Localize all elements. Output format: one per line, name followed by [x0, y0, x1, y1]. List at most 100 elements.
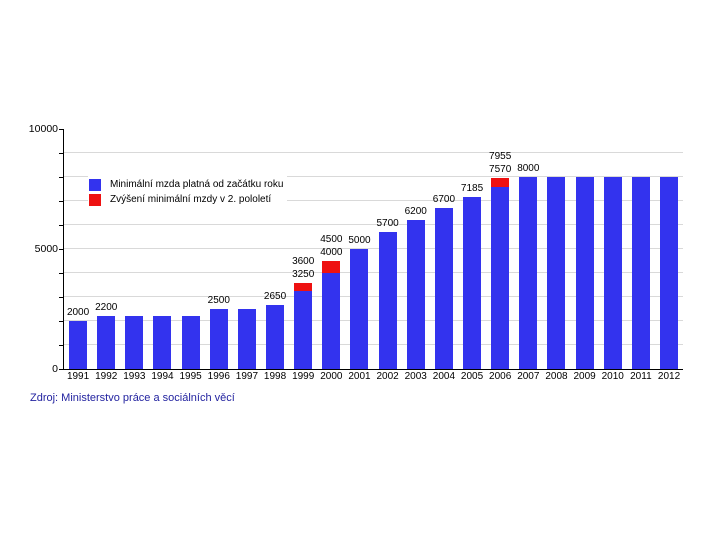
bar-value-label: 7185	[460, 182, 484, 194]
bar-slot-2006: 7955 7570	[486, 129, 514, 369]
bar-segment-base	[350, 249, 369, 369]
bar-slot-2012	[655, 129, 683, 369]
x-axis-label-2007: 2007	[517, 371, 540, 382]
bar-segment-increase	[491, 178, 510, 188]
gridline	[64, 344, 683, 345]
x-axis-label-2001: 2001	[348, 371, 371, 382]
x-axis-label-1994: 1994	[151, 371, 174, 382]
y-axis-tick	[59, 273, 63, 274]
x-axis-label-2008: 2008	[545, 371, 568, 382]
bars-container: 2000 2200 2500 2650 3600 3250 4500 4000 5000 5700…	[64, 129, 683, 369]
x-axis-label-2006: 2006	[489, 371, 512, 382]
y-axis-tick	[59, 177, 63, 178]
bar-2012	[660, 177, 679, 369]
bar-1996	[209, 309, 228, 369]
bar-segment-base	[125, 316, 144, 369]
gridline	[64, 176, 683, 177]
bar-1994	[153, 316, 172, 369]
y-axis-tick	[59, 369, 63, 370]
bar-2003	[406, 220, 425, 369]
bar-segment-base	[97, 316, 116, 369]
bar-slot-2005: 7185	[458, 129, 486, 369]
bar-segment-base	[181, 316, 200, 369]
bar-value-label: 5000	[348, 235, 371, 246]
gridline	[64, 152, 683, 153]
x-axis-label-2011: 2011	[630, 371, 652, 382]
bar-slot-1998: 2650	[261, 129, 289, 369]
bar-slot-2003: 6200	[402, 129, 430, 369]
bar-segment-base	[660, 177, 679, 369]
bar-slot-1993	[120, 129, 148, 369]
bar-2007	[519, 177, 538, 369]
bar-segment-base	[69, 321, 88, 369]
y-axis-tick	[59, 153, 63, 154]
bar-segment-base	[322, 273, 341, 369]
bar-segment-base	[406, 220, 425, 369]
bar-1993	[125, 316, 144, 369]
legend-label-midyear-increase: Zvýšení minimální mzdy v 2. pololetí	[110, 194, 272, 205]
bar-value-label: 7570	[489, 164, 512, 176]
bar-2000	[322, 261, 341, 369]
bar-slot-1996: 2500	[205, 129, 233, 369]
bar-value-label: 2650	[263, 291, 287, 303]
x-axis-labels: 1991 1992 1993 1994 1995 1996 1997 1998 1999 2000…	[64, 371, 683, 382]
bar-segment-base	[631, 177, 650, 369]
gridline	[64, 272, 683, 273]
bar-segment-base	[294, 291, 313, 369]
gridline	[64, 320, 683, 321]
gridline	[64, 248, 683, 249]
legend-item-midyear-increase: Zvýšení minimální mzdy v 2. pololetí	[89, 192, 283, 207]
bar-segment-base	[575, 177, 594, 369]
bar-segment-increase	[322, 261, 341, 273]
bar-2004	[434, 208, 453, 369]
legend: Minimální mzda platná od začátku roku Zv…	[88, 176, 288, 208]
y-axis-tick	[59, 129, 63, 130]
x-axis-label-2009: 2009	[573, 371, 596, 382]
x-axis-label-2002: 2002	[376, 371, 399, 382]
bar-segment-base	[266, 305, 285, 369]
y-axis-tick	[59, 297, 63, 298]
bar-slot-2011	[627, 129, 655, 369]
bar-segment-base	[378, 232, 397, 369]
x-axis-label-1996: 1996	[207, 371, 230, 382]
bar-1998	[266, 305, 285, 369]
bar-2001	[350, 249, 369, 369]
bar-segment-base	[491, 187, 510, 369]
bar-2008	[547, 177, 566, 369]
legend-swatch-red	[89, 193, 101, 206]
bar-slot-2007: 8000	[514, 129, 542, 369]
x-axis-label-1993: 1993	[123, 371, 146, 382]
bar-value-label: 6700	[432, 194, 456, 206]
y-axis-tick	[59, 225, 63, 226]
bar-value-label: 2500	[207, 295, 230, 306]
bar-slot-2009	[571, 129, 599, 369]
y-axis-tick	[59, 249, 63, 250]
x-axis-label-2000: 2000	[320, 371, 343, 382]
bar-value-label: 4500	[320, 234, 343, 245]
bar-value-label: 2200	[95, 302, 118, 314]
bar-1995	[181, 316, 200, 369]
bar-1997	[237, 309, 256, 369]
bar-value-label: 6200	[404, 206, 427, 218]
bar-value-label: 3600	[292, 255, 315, 267]
bar-slot-2000: 4500 4000	[317, 129, 345, 369]
bar-1992	[97, 316, 116, 369]
x-axis-label-2003: 2003	[404, 371, 427, 382]
bar-segment-base	[209, 309, 228, 369]
bar-segment-base	[153, 316, 172, 369]
bar-segment-base	[519, 177, 538, 369]
source-note: Zdroj: Ministerstvo práce a sociálních v…	[30, 392, 235, 404]
bar-segment-base	[463, 196, 482, 369]
bar-value-label: 8000	[517, 163, 540, 174]
bar-2005	[463, 196, 482, 369]
x-axis-label-2012: 2012	[657, 371, 681, 382]
x-axis-label-2005: 2005	[460, 371, 484, 382]
legend-item-base-wage: Minimální mzda platná od začátku roku	[89, 177, 283, 192]
y-axis-label: 5000	[34, 243, 58, 255]
bar-slot-2010	[599, 129, 627, 369]
bar-value-label: 5700	[376, 218, 399, 230]
y-axis-tick	[59, 321, 63, 322]
x-axis-label-1995: 1995	[179, 371, 202, 382]
x-axis-label-1999: 1999	[292, 371, 315, 382]
